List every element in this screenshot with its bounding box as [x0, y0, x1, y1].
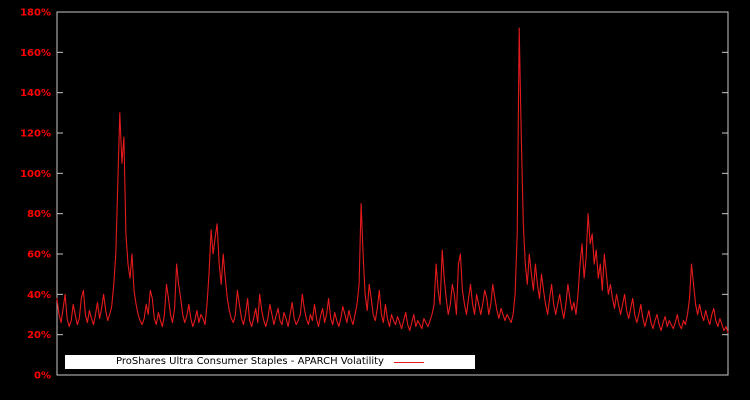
svg-text:0%: 0% [34, 371, 51, 382]
legend-line-sample [393, 361, 424, 363]
svg-text:80%: 80% [27, 209, 51, 220]
svg-text:140%: 140% [20, 88, 51, 99]
svg-text:40%: 40% [27, 290, 51, 301]
svg-text:120%: 120% [20, 129, 51, 140]
legend-label: ProShares Ultra Consumer Staples - APARC… [116, 356, 384, 367]
svg-text:100%: 100% [20, 169, 51, 180]
svg-text:60%: 60% [27, 250, 51, 261]
svg-text:180%: 180% [20, 8, 51, 19]
chart-legend: ProShares Ultra Consumer Staples - APARC… [65, 355, 475, 369]
svg-text:160%: 160% [20, 48, 51, 59]
svg-text:20%: 20% [27, 330, 51, 341]
